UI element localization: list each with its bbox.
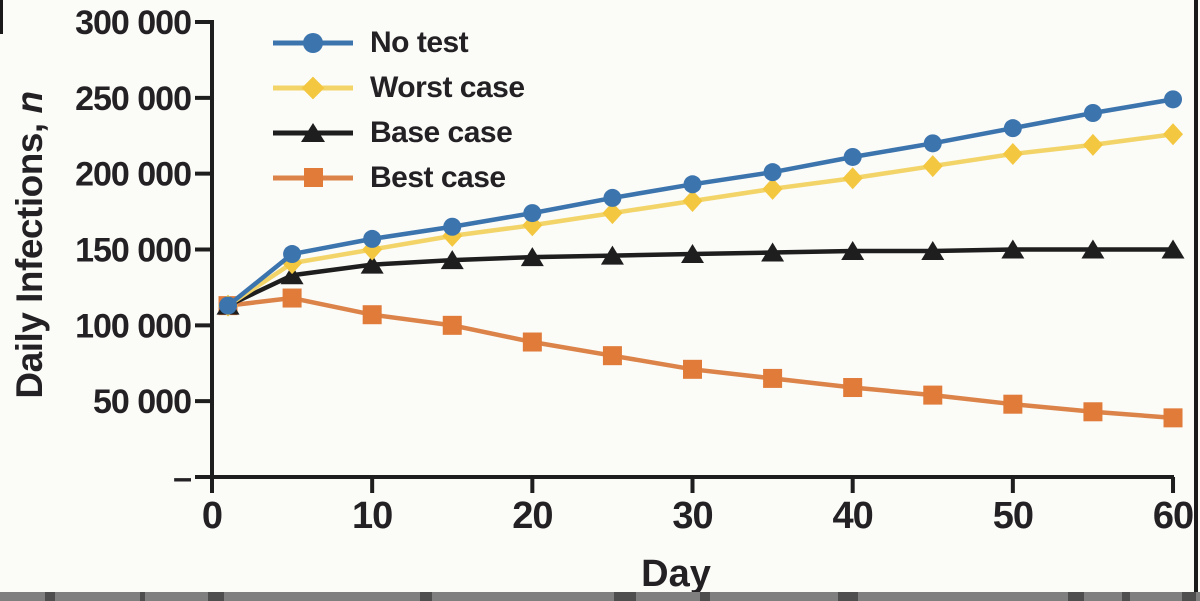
circle-marker-icon — [303, 32, 323, 53]
base-case-marker — [360, 254, 384, 274]
x-tick-label: 50 — [993, 495, 1033, 537]
best-case-marker — [1163, 408, 1183, 428]
y-axis-title-text: Daily Infections, — [9, 113, 50, 399]
strip-mark — [45, 592, 55, 601]
y-axis-title: Daily Infections, n — [9, 91, 51, 398]
cropped-content-strip — [0, 592, 1200, 601]
no-test-marker — [219, 296, 238, 315]
base-case-marker — [280, 265, 304, 285]
figure-frame-left-mark — [0, 0, 3, 34]
x-tick-label: 0 — [202, 495, 222, 537]
strip-mark — [420, 592, 432, 601]
legend-swatch — [273, 119, 353, 147]
worst-case-marker — [682, 189, 703, 212]
chart-legend: No test Worst case Base case Best case — [273, 20, 525, 200]
x-tick-label: 20 — [512, 495, 552, 537]
y-tick-label: 250 000 — [75, 80, 191, 118]
strip-mark — [838, 592, 858, 601]
worst-case-marker — [1082, 133, 1103, 156]
legend-label: Worst case — [370, 70, 525, 104]
best-case-marker — [282, 288, 302, 308]
no-test-marker — [763, 163, 782, 182]
no-test-marker — [923, 134, 942, 153]
y-tick-label: 300 000 — [75, 4, 191, 42]
worst-case-marker — [1163, 123, 1184, 146]
strip-mark — [614, 592, 636, 601]
no-test-marker — [603, 188, 622, 207]
worst-case-marker — [842, 167, 863, 190]
best-case-marker — [442, 315, 462, 335]
strip-mark — [1068, 592, 1084, 601]
legend-swatch — [273, 29, 353, 57]
best-case-marker — [763, 368, 783, 388]
x-tick-label: 10 — [352, 495, 392, 537]
no-test-marker — [1083, 104, 1102, 122]
no-test-marker — [683, 175, 702, 194]
x-tick-label: 30 — [672, 495, 712, 537]
base-case-marker — [440, 250, 464, 270]
best-case-marker — [1003, 394, 1023, 414]
no-test-marker — [283, 245, 302, 264]
best-case-marker — [362, 305, 382, 325]
triangle-marker-icon — [301, 123, 325, 142]
no-test-marker — [1164, 90, 1183, 109]
strip-mark — [1122, 592, 1130, 601]
legend-swatch — [273, 164, 353, 192]
best-case-marker — [602, 346, 622, 366]
legend-item-base-case: Base case — [273, 110, 525, 155]
diamond-marker-icon — [301, 76, 325, 99]
base-case-marker — [921, 241, 945, 261]
best-case-marker — [683, 359, 703, 379]
strip-mark — [1182, 592, 1196, 601]
strip-mark — [140, 592, 145, 601]
base-case-marker — [761, 242, 785, 262]
x-tick-label: 40 — [833, 495, 873, 537]
legend-label: Base case — [370, 115, 513, 149]
best-case-marker — [522, 332, 542, 352]
strip-mark — [700, 592, 710, 601]
legend-label: Best case — [370, 160, 506, 194]
x-axis-title: Day — [641, 553, 711, 595]
best-case-marker — [923, 385, 943, 405]
square-marker-icon — [303, 168, 323, 187]
worst-case-marker — [602, 202, 623, 225]
no-test-marker — [363, 229, 382, 248]
best-case-marker — [1083, 402, 1103, 422]
worst-case-marker — [762, 177, 783, 200]
worst-case-marker — [1002, 142, 1023, 165]
base-case-marker — [1081, 239, 1105, 259]
y-tick-label: 50 000 — [93, 383, 191, 421]
y-tick-label: 100 000 — [75, 307, 191, 345]
legend-item-no-test: No test — [273, 20, 525, 65]
base-case-marker — [600, 245, 624, 265]
strip-mark — [208, 592, 224, 601]
base-case-marker — [1001, 239, 1025, 259]
y-tick-label: 200 000 — [75, 156, 191, 194]
no-test-marker — [843, 147, 862, 166]
legend-label: No test — [370, 25, 469, 59]
legend-swatch — [273, 74, 353, 102]
y-tick-label: – — [173, 459, 191, 497]
base-case-marker — [681, 244, 705, 264]
no-test-marker — [443, 217, 462, 236]
base-case-marker — [841, 241, 865, 261]
worst-case-marker — [922, 155, 943, 178]
figure-frame-right-border — [1194, 0, 1198, 601]
y-tick-label: 150 000 — [75, 232, 191, 270]
best-case-marker — [843, 378, 863, 398]
base-case-marker — [520, 247, 544, 267]
no-test-marker — [523, 204, 542, 223]
no-test-marker — [1003, 119, 1022, 138]
base-case-marker — [1161, 239, 1185, 259]
legend-item-worst-case: Worst case — [273, 65, 525, 110]
x-tick-label: 60 — [1153, 495, 1193, 537]
y-axis-title-italic-n: n — [9, 91, 50, 114]
legend-item-best-case: Best case — [273, 155, 525, 200]
